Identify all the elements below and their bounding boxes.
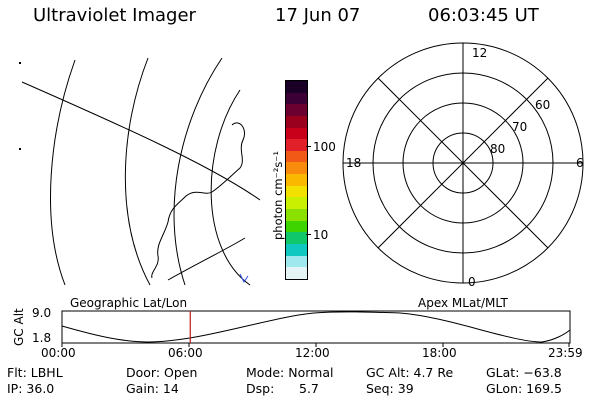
colorbar-tick-10: 10	[313, 228, 329, 242]
map-dot	[19, 148, 21, 150]
colorbar-segment	[286, 81, 307, 93]
colorbar-segment	[286, 220, 307, 233]
colorbar-segment	[286, 209, 307, 221]
colorbar-segment	[286, 267, 307, 279]
x-tick-label-1: 06:00	[168, 346, 203, 360]
coastline	[151, 122, 246, 279]
polar-grid	[342, 42, 584, 284]
colorbar	[285, 80, 308, 280]
info-glat: GLat: −63.8	[486, 365, 562, 380]
map-meridian-4	[210, 89, 251, 286]
colorbar-segment	[286, 162, 307, 175]
info-mode: Mode: Normal	[246, 365, 334, 380]
map-meridian-3	[173, 57, 223, 286]
altitude-curve	[61, 311, 571, 343]
colorbar-segment	[286, 232, 307, 244]
colorbar-segment	[286, 174, 307, 186]
colorbar-tick	[306, 146, 311, 147]
colorbar-unit-label: photon cm⁻²s⁻¹	[271, 151, 285, 240]
colorbar-segment	[286, 197, 307, 210]
info-gcalt: GC Alt: 4.7 Re	[366, 365, 454, 380]
map-latlon-line-2	[167, 237, 246, 281]
polar-label-18: 18	[346, 156, 362, 170]
info-door: Door: Open	[126, 365, 198, 380]
x-tick-label-3: 18:00	[422, 346, 457, 360]
x-tick-label-0: 00:00	[41, 346, 76, 360]
timeline-axis-label: GC Alt	[12, 308, 26, 346]
x-tick-label-4: 23:59	[548, 346, 583, 360]
colorbar-segment	[286, 139, 307, 151]
polar-diagonal-2	[377, 77, 549, 249]
info-dsp-value: 5.7	[299, 381, 319, 396]
colorbar-tick	[306, 234, 311, 235]
map-meridian-1	[50, 59, 76, 286]
polar-lat-80: 80	[490, 142, 506, 156]
timeline-plot	[61, 310, 571, 347]
polar-label-12: 12	[472, 46, 488, 60]
colorbar-segment	[286, 243, 307, 256]
timeline-left-title: Geographic Lat/Lon	[70, 296, 188, 310]
colorbar-segment	[286, 115, 307, 128]
polar-label-0: 0	[468, 275, 476, 289]
colorbar-segment	[286, 104, 307, 116]
colorbar-tick-100: 100	[313, 140, 336, 154]
info-ip: IP: 36.0	[7, 381, 55, 396]
time-label: 06:03:45 UT	[428, 5, 539, 26]
polar-lat-60: 60	[535, 98, 551, 112]
timeline-ymin: 1.8	[32, 331, 52, 345]
colorbar-segment	[286, 127, 307, 140]
timeline-ymax: 9.0	[32, 306, 52, 320]
timeline-frame	[61, 310, 571, 344]
colorbar-segment	[286, 185, 307, 198]
app-title: Ultraviolet Imager	[33, 5, 196, 26]
colorbar-segment	[286, 255, 307, 268]
colorbar-segment	[286, 150, 307, 163]
map-meridian-2	[124, 57, 151, 286]
timeline-right-title: Apex MLat/MLT	[418, 296, 508, 310]
info-flt: Flt: LBHL	[7, 365, 63, 380]
colorbar-segment	[286, 92, 307, 105]
coastline-blue	[239, 273, 249, 283]
info-dsp-label: Dsp:	[246, 381, 275, 396]
date-label: 17 Jun 07	[275, 5, 361, 26]
map-dot	[19, 62, 21, 64]
info-glon: GLon: 169.5	[486, 381, 562, 396]
map-latitude-line	[21, 81, 261, 201]
info-gain: Gain: 14	[126, 381, 179, 396]
polar-lat-70: 70	[512, 120, 528, 134]
polar-label-6: 6	[576, 156, 584, 170]
x-tick-label-2: 12:00	[295, 346, 330, 360]
info-seq: Seq: 39	[366, 381, 414, 396]
